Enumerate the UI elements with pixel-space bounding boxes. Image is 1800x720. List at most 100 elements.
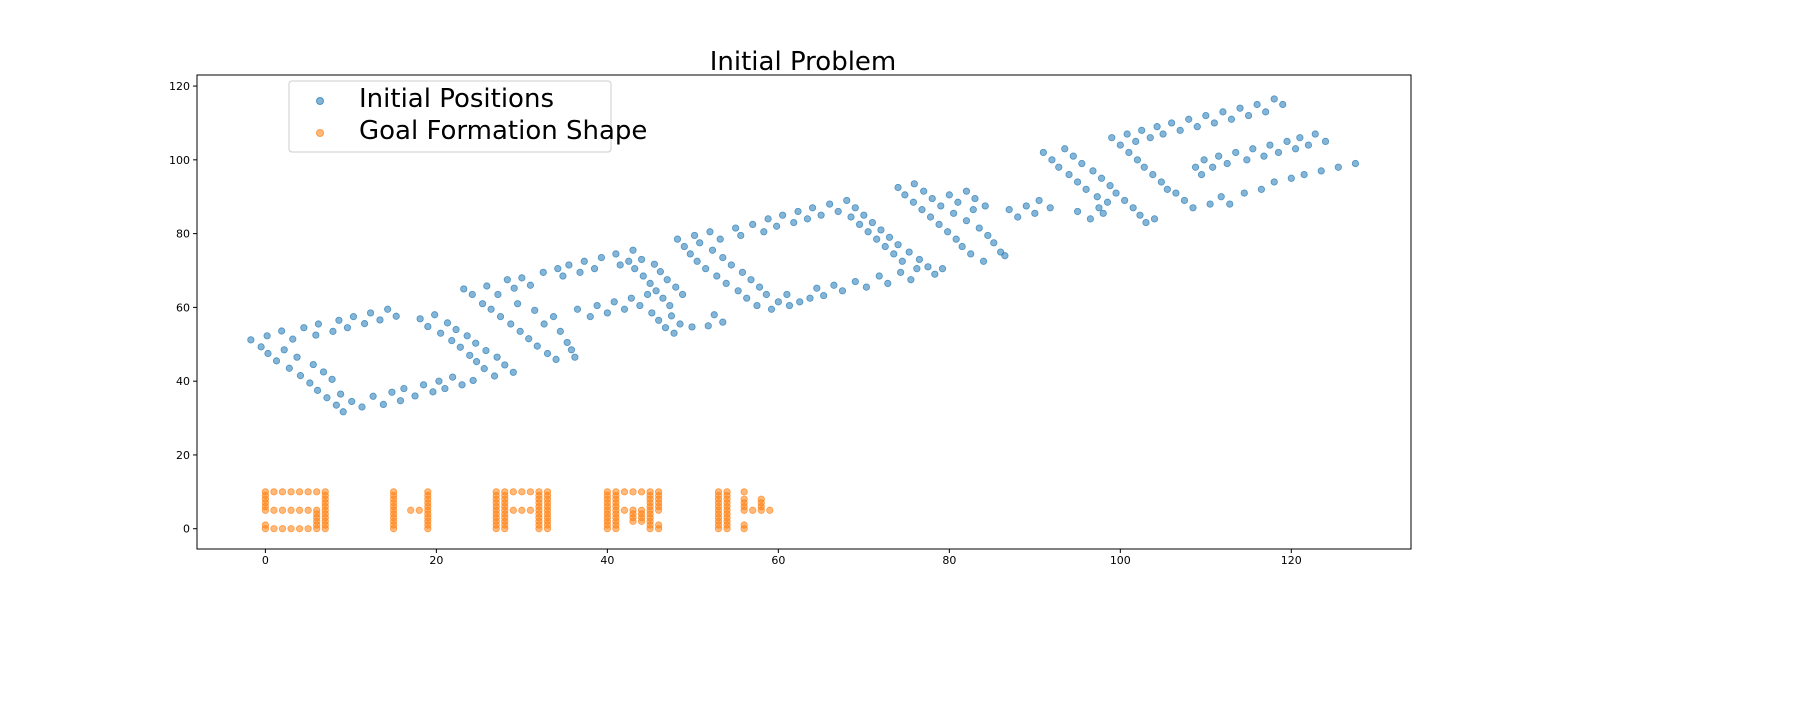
goal-formation-point xyxy=(612,525,620,533)
initial-position-point xyxy=(1232,148,1240,157)
initial-position-point xyxy=(1073,178,1082,186)
initial-position-point xyxy=(472,358,481,366)
goal-formation-point xyxy=(492,525,500,533)
initial-position-point xyxy=(1061,145,1069,153)
initial-position-point xyxy=(1168,119,1176,127)
initial-position-point xyxy=(639,272,647,280)
goal-formation-point xyxy=(261,499,269,507)
goal-formation-point xyxy=(526,488,535,496)
initial-position-point xyxy=(1227,115,1236,123)
goal-formation-point xyxy=(526,506,535,514)
initial-position-point xyxy=(343,324,352,332)
series-goal-formation-shape xyxy=(261,488,774,533)
initial-position-point xyxy=(480,365,488,373)
initial-position-point xyxy=(1132,137,1140,145)
initial-position-point xyxy=(646,279,654,288)
initial-position-point xyxy=(313,386,322,394)
initial-position-point xyxy=(1270,178,1278,186)
initial-position-point xyxy=(567,346,576,354)
initial-position-point xyxy=(272,357,281,365)
initial-position-point xyxy=(958,242,966,251)
initial-position-point xyxy=(1138,126,1146,134)
axes-frame xyxy=(196,74,1412,550)
initial-position-point xyxy=(901,191,909,199)
goal-formation-point xyxy=(629,510,637,518)
initial-position-point xyxy=(478,300,487,308)
initial-position-point xyxy=(732,224,740,232)
initial-position-point xyxy=(278,327,286,335)
initial-position-point xyxy=(460,285,468,293)
initial-position-point xyxy=(494,290,502,299)
initial-position-point xyxy=(593,301,601,310)
initial-position-point xyxy=(666,301,674,310)
initial-position-point xyxy=(463,332,471,340)
goal-formation-point xyxy=(424,499,432,507)
initial-position-point xyxy=(1035,196,1043,205)
initial-position-point xyxy=(984,231,992,240)
initial-position-point xyxy=(708,246,717,254)
initial-position-point xyxy=(563,338,571,347)
goal-formation-point xyxy=(535,525,543,533)
goal-formation-point xyxy=(415,506,423,514)
initial-position-point xyxy=(1270,95,1278,103)
goal-formation-point xyxy=(304,506,312,514)
goal-formation-point xyxy=(304,525,312,533)
initial-position-point xyxy=(1206,200,1214,208)
initial-position-point xyxy=(981,202,989,210)
initial-position-point xyxy=(482,346,490,355)
initial-position-point xyxy=(975,224,983,232)
initial-position-point xyxy=(877,226,885,234)
initial-position-point xyxy=(875,272,883,280)
initial-position-point xyxy=(838,287,847,295)
initial-position-point xyxy=(862,283,871,291)
goal-formation-point xyxy=(278,525,287,533)
initial-position-point xyxy=(1112,189,1120,197)
initial-position-point xyxy=(1202,111,1210,120)
initial-position-point xyxy=(1146,134,1154,142)
initial-position-point xyxy=(764,215,772,223)
initial-position-point xyxy=(1287,174,1295,182)
goal-formation-point xyxy=(620,488,629,496)
initial-position-point xyxy=(1106,182,1114,190)
goal-formation-point xyxy=(603,510,611,518)
initial-position-point xyxy=(952,235,960,243)
initial-position-point xyxy=(1217,193,1225,201)
initial-position-point xyxy=(629,246,637,254)
goal-formation-point xyxy=(295,488,304,496)
initial-position-point xyxy=(686,250,694,258)
initial-position-point xyxy=(392,312,400,320)
initial-position-point xyxy=(437,329,445,337)
initial-position-point xyxy=(539,268,547,276)
initial-position-point xyxy=(969,206,977,214)
initial-position-point xyxy=(1274,148,1283,157)
initial-position-point xyxy=(813,284,821,292)
initial-position-point xyxy=(285,364,293,372)
initial-position-point xyxy=(860,211,868,219)
initial-position-point xyxy=(329,327,337,335)
initial-position-point xyxy=(1209,163,1217,171)
initial-position-point xyxy=(300,324,308,332)
initial-position-point xyxy=(971,194,979,203)
goal-formation-point xyxy=(501,499,509,507)
initial-position-point xyxy=(1279,100,1287,109)
initial-position-point xyxy=(1236,104,1244,112)
initial-position-point xyxy=(332,401,340,409)
initial-position-point xyxy=(1244,111,1253,120)
x-tick-label: 0 xyxy=(262,554,269,567)
goal-formation-point xyxy=(321,510,329,518)
initial-position-point xyxy=(448,336,456,345)
initial-position-point xyxy=(379,400,387,409)
initial-position-point xyxy=(1334,163,1342,171)
initial-position-point xyxy=(743,294,751,302)
x-tick-label: 40 xyxy=(600,554,614,567)
initial-position-point xyxy=(935,220,943,228)
initial-position-point xyxy=(847,213,855,221)
initial-position-point xyxy=(1140,163,1148,171)
initial-position-point xyxy=(690,231,699,240)
goal-formation-point xyxy=(655,525,663,533)
initial-position-point xyxy=(510,284,518,292)
initial-position-point xyxy=(894,183,902,192)
initial-position-point xyxy=(1283,137,1291,145)
initial-position-point xyxy=(549,313,558,321)
goal-formation-point xyxy=(655,499,663,507)
